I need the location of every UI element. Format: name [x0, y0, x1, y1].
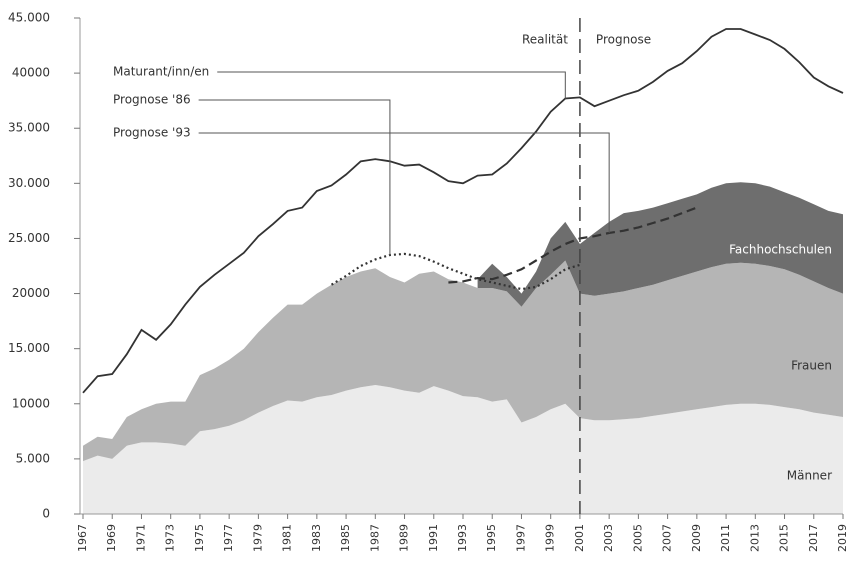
x-tick-label: 1989	[398, 524, 411, 552]
x-tick-label: 2013	[748, 524, 761, 552]
area-label: Fachhochschulen	[729, 243, 832, 257]
x-tick-label: 1999	[544, 524, 557, 552]
x-tick-label: 1967	[76, 524, 89, 552]
x-tick-label: 2001	[573, 524, 586, 552]
line	[82, 28, 844, 394]
line-label: Maturant/inn/en	[113, 65, 209, 79]
x-tick-label: 1979	[251, 524, 264, 552]
x-tick-label: 1993	[456, 524, 469, 552]
x-tick-label: 2011	[719, 524, 732, 552]
x-tick-label: 1995	[485, 524, 498, 552]
x-tick-label: 1991	[427, 524, 440, 552]
x-tick-label: 1981	[281, 524, 294, 552]
y-tick-label: 25.000	[8, 231, 50, 245]
y-tick-label: 15.000	[8, 341, 50, 355]
x-tick-label: 1977	[222, 524, 235, 552]
x-tick-label: 1985	[339, 524, 352, 552]
x-tick-label: 1987	[368, 524, 381, 552]
y-tick-label: 5.000	[16, 451, 50, 465]
leader-line	[198, 132, 610, 233]
line	[330, 252, 581, 291]
y-tick-label: 0	[42, 507, 50, 521]
area-label: Frauen	[791, 359, 832, 373]
divider-label: Realität	[522, 33, 568, 47]
area	[477, 182, 843, 307]
y-tick-label: 20000	[12, 286, 50, 300]
x-tick-label: 2019	[836, 524, 846, 552]
x-tick-label: 1971	[134, 524, 147, 552]
x-tick-label: 1973	[164, 524, 177, 552]
area-label: Männer	[787, 469, 832, 483]
leader-line	[217, 71, 566, 99]
y-tick-label: 35.000	[8, 121, 50, 135]
line	[448, 206, 698, 284]
x-tick-label: 1969	[105, 524, 118, 552]
line-label: Prognose '93	[113, 126, 191, 140]
y-tick-label: 30.000	[8, 176, 50, 190]
y-tick-label: 10000	[12, 396, 50, 410]
line-label: Prognose '86	[113, 93, 191, 107]
x-tick-label: 2007	[661, 524, 674, 552]
x-tick-label: 2015	[778, 524, 791, 552]
x-tick-label: 1983	[310, 524, 323, 552]
leader-line	[198, 99, 391, 255]
area	[83, 385, 843, 514]
x-tick-label: 2017	[807, 524, 820, 552]
divider-label: Prognose	[596, 33, 651, 47]
x-tick-label: 2005	[631, 524, 644, 552]
x-tick-label: 1997	[514, 524, 527, 552]
x-tick-label: 2003	[602, 524, 615, 552]
y-tick-label: 40000	[12, 66, 50, 80]
x-tick-label: 2009	[690, 524, 703, 552]
area	[83, 260, 843, 462]
x-tick-label: 1975	[193, 524, 206, 552]
y-tick-label: 45.000	[8, 11, 50, 25]
